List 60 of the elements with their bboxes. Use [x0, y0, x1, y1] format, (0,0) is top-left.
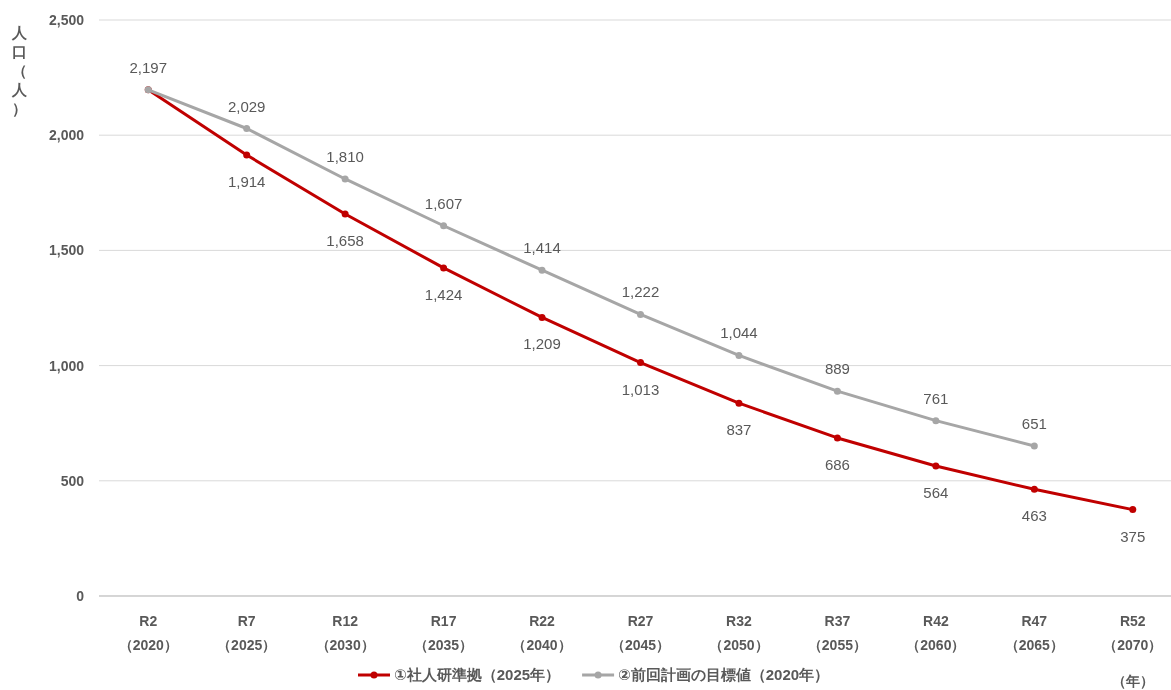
x-tick-label: R22 （2040） [512, 613, 572, 653]
y-tick-label: 2,000 [48, 127, 85, 144]
x-tick-label: R47 （2065） [1004, 613, 1064, 653]
point [440, 264, 448, 272]
point [735, 399, 743, 407]
y-tick-label: 2,500 [48, 12, 85, 28]
data-label: 2,197 [129, 58, 167, 76]
point [1030, 485, 1038, 493]
y-tick-label: 500 [60, 472, 85, 489]
data-label: 564 [923, 484, 949, 502]
data-label: 1,222 [621, 283, 660, 301]
x-tick-label: R7 （2025） [217, 613, 277, 653]
data-label: 1,424 [424, 285, 463, 303]
y-tick-label: 0 [76, 588, 85, 604]
point [243, 125, 251, 133]
data-label: 1,044 [720, 324, 758, 342]
x-tick-label: R52 （2070） [1103, 613, 1163, 653]
data-label: 837 [726, 421, 752, 439]
point [1030, 442, 1038, 450]
data-label: 1,810 [326, 147, 364, 165]
point [833, 434, 841, 442]
x-tick-label: R37 （2055） [807, 613, 867, 653]
x-tick-label: R32 （2050） [709, 613, 769, 653]
point [1129, 506, 1137, 514]
data-label: 1,414 [523, 239, 561, 257]
point [538, 313, 546, 321]
data-label: 2,029 [227, 97, 266, 115]
data-label: 1,013 [621, 380, 660, 398]
point [440, 222, 448, 230]
point [341, 210, 349, 218]
y-tick-label: 1,000 [48, 357, 85, 374]
point [243, 151, 251, 159]
x-tick-label: R17 （2035） [414, 613, 474, 653]
x-tick-label: R2 （2020） [118, 613, 178, 653]
data-label: 889 [824, 360, 850, 378]
point [833, 387, 841, 395]
point [735, 351, 743, 359]
point [932, 462, 940, 470]
point [538, 266, 546, 274]
data-label: 463 [1021, 507, 1047, 525]
point [637, 359, 644, 367]
point [341, 175, 349, 183]
x-tick-label: R42 （2060） [906, 613, 966, 653]
data-label: 686 [824, 455, 850, 473]
data-label: 1,658 [326, 232, 364, 249]
data-label: 1,607 [424, 194, 463, 212]
data-label: 761 [923, 389, 949, 407]
x-axis-title: （年） [1111, 673, 1154, 689]
legend-label: ②前回計画の目標値（2020年） [618, 666, 830, 683]
y-axis-title: 人口（人） [10, 24, 28, 117]
legend-label: ①社人研準拠（2025年） [394, 666, 561, 683]
point [637, 310, 644, 318]
data-label: 1,914 [227, 173, 266, 191]
point [932, 417, 940, 425]
y-tick-label: 1,500 [48, 242, 85, 259]
x-tick-label: R12 （2030） [315, 613, 375, 653]
data-label: 1,209 [523, 335, 561, 353]
data-label: 651 [1021, 415, 1047, 433]
data-label: 375 [1120, 527, 1146, 545]
x-tick-label: R27 （2045） [610, 613, 671, 653]
